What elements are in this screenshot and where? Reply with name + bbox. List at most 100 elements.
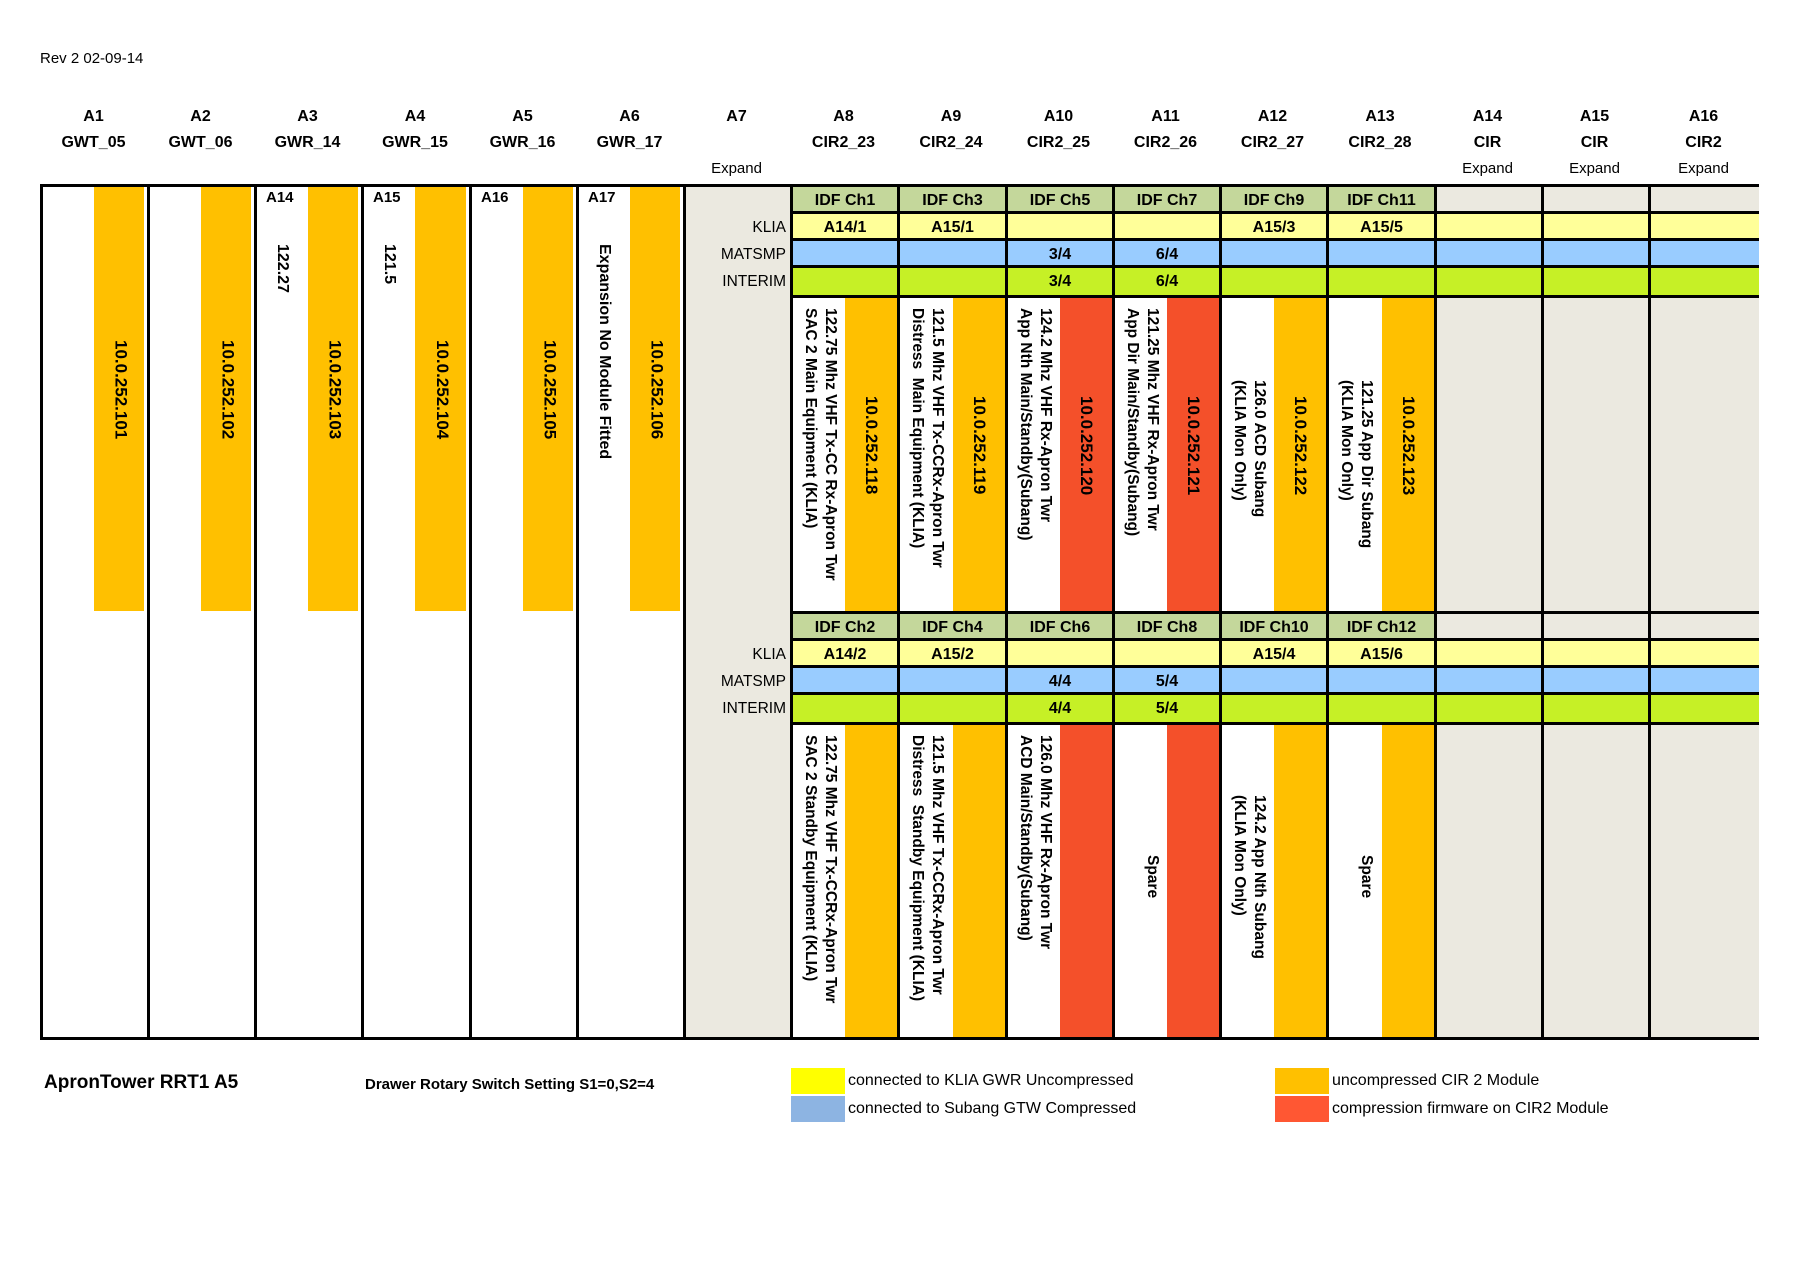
matsmp-value: 4/4 bbox=[1048, 672, 1072, 690]
klia-value: A15/3 bbox=[1252, 218, 1296, 236]
column-id: A13 bbox=[1365, 108, 1395, 125]
cir2-module-bar bbox=[845, 725, 897, 1037]
column-id: A5 bbox=[512, 108, 533, 125]
cir2-module-bar bbox=[1381, 725, 1434, 1037]
matsmp-value bbox=[793, 668, 897, 695]
idf-channel-label: IDF Ch9 bbox=[1222, 187, 1326, 214]
gateway-module-bar bbox=[307, 187, 358, 611]
column-sub bbox=[1327, 156, 1433, 182]
column-id: A10 bbox=[1043, 108, 1074, 125]
cir2-ip: 10.0.252.119 bbox=[969, 396, 989, 495]
column-name: CIR2_24 bbox=[919, 134, 983, 151]
gateway-module-bar bbox=[200, 187, 251, 611]
column-sub bbox=[898, 156, 1004, 182]
matsmp-band bbox=[790, 668, 1759, 695]
column-header-a14: A14 CIR Expand bbox=[1435, 104, 1541, 182]
idf-channel-label: IDF Ch1 bbox=[793, 187, 897, 214]
column-divider bbox=[147, 184, 150, 1040]
column-sub: Expand bbox=[1678, 160, 1729, 177]
column-divider bbox=[361, 184, 364, 1040]
matsmp-value: 6/4 bbox=[1155, 245, 1179, 263]
channel-description: 124.2 Mhz VHF Rx-Apron Twr App Nth Main/… bbox=[1017, 308, 1054, 541]
interim-value: 3/4 bbox=[1048, 272, 1072, 290]
column-header-a9: A9 CIR2_24 bbox=[898, 104, 1004, 182]
column-sub bbox=[148, 156, 254, 182]
column-id: A14 bbox=[1472, 108, 1503, 125]
compressed-module-bar bbox=[1167, 298, 1219, 611]
column-header-a5: A5 GWR_16 bbox=[470, 104, 576, 182]
column-header-a12: A12 CIR2_27 bbox=[1220, 104, 1326, 182]
klia-value: A14/2 bbox=[823, 645, 867, 663]
column-name: CIR2 bbox=[1685, 134, 1722, 151]
channel-description: 121.5 Mhz VHF Tx-CCRx-Apron Twr Distress… bbox=[909, 735, 946, 1002]
column-sub bbox=[1113, 156, 1219, 182]
row-divider bbox=[790, 638, 1759, 641]
klia-value bbox=[1115, 214, 1219, 241]
column-name: CIR2_26 bbox=[1133, 134, 1198, 151]
idf-channel-label: IDF Ch2 bbox=[793, 614, 897, 641]
interim-value bbox=[1222, 268, 1326, 295]
interim-value bbox=[1329, 695, 1434, 722]
idf-channel-label: IDF Ch7 bbox=[1115, 187, 1219, 214]
column-header-a2: A2 GWT_06 bbox=[148, 104, 254, 182]
interim-band bbox=[790, 268, 1759, 295]
column-name: CIR2_25 bbox=[1026, 134, 1091, 151]
column-id: A7 bbox=[726, 108, 747, 125]
channel-description: 122.75 Mhz VHF Tx-CCRx-Apron Twr SAC 2 S… bbox=[802, 735, 839, 1004]
gateway-slot-tag: A14 bbox=[266, 189, 294, 206]
legend-swatch-orange bbox=[1275, 1068, 1329, 1094]
channel-description: 124.2 App Nth Subang (KLIA Mon Only) bbox=[1231, 795, 1268, 959]
cir2-module-bar bbox=[1274, 298, 1326, 611]
column-name: CIR bbox=[1473, 134, 1502, 151]
idf-channel-label: IDF Ch12 bbox=[1329, 614, 1434, 641]
column-divider bbox=[790, 184, 793, 1040]
column-id: A2 bbox=[190, 108, 211, 125]
matsmp-value bbox=[1222, 241, 1326, 268]
column-divider bbox=[1326, 184, 1329, 1040]
column-sub bbox=[470, 156, 576, 182]
column-header-a16: A16 CIR2 Expand bbox=[1651, 104, 1757, 182]
column-name: CIR bbox=[1580, 134, 1609, 151]
revision-label: Rev 2 02-09-14 bbox=[40, 50, 144, 67]
row-label-klia: KLIA bbox=[752, 219, 786, 236]
gateway-ip: 10.0.252.102 bbox=[218, 340, 238, 440]
column-id: A16 bbox=[1688, 108, 1719, 125]
column-divider bbox=[1219, 184, 1222, 1040]
cir2-ip: 10.0.252.121 bbox=[1184, 396, 1203, 496]
row-divider bbox=[790, 665, 1759, 668]
row-label-matsmp: MATSMP bbox=[720, 246, 786, 263]
matsmp-band bbox=[790, 241, 1759, 268]
gateway-module-bar bbox=[629, 187, 680, 611]
column-id: A9 bbox=[940, 108, 962, 125]
klia-band bbox=[790, 214, 1759, 241]
column-sub bbox=[41, 156, 147, 182]
klia-value: A15/6 bbox=[1360, 645, 1403, 663]
gateway-module-bar bbox=[522, 187, 573, 611]
column-header-a7: A7 Expand bbox=[684, 104, 790, 182]
matsmp-value bbox=[900, 668, 1005, 695]
interim-value bbox=[900, 268, 1005, 295]
column-id: A8 bbox=[833, 108, 854, 125]
column-sub bbox=[362, 156, 468, 182]
klia-value: A15/5 bbox=[1360, 218, 1403, 236]
gateway-slot-tag: A17 bbox=[588, 189, 616, 206]
column-sub bbox=[577, 156, 683, 182]
row-label-interim: INTERIM bbox=[722, 273, 786, 290]
gateway-ip: 10.0.252.103 bbox=[325, 340, 345, 440]
matsmp-value: 5/4 bbox=[1155, 672, 1179, 690]
column-name: GWT_05 bbox=[61, 134, 126, 151]
section-divider bbox=[790, 611, 1759, 614]
compressed-module-bar bbox=[1060, 725, 1112, 1037]
column-sub: Expand bbox=[1569, 160, 1620, 177]
matsmp-value bbox=[793, 241, 897, 268]
column-name: CIR2_27 bbox=[1240, 134, 1305, 151]
cir2-module-bar bbox=[1381, 298, 1434, 611]
column-id: A12 bbox=[1257, 108, 1288, 125]
column-divider bbox=[1112, 184, 1115, 1040]
cir2-module-bar bbox=[1274, 725, 1326, 1037]
column-header-a13: A13 CIR2_28 bbox=[1327, 104, 1433, 182]
row-label-interim: INTERIM bbox=[722, 700, 786, 717]
interim-value: 6/4 bbox=[1155, 272, 1179, 290]
matsmp-value bbox=[900, 241, 1005, 268]
cir2-ip: 10.0.252.123 bbox=[1398, 396, 1418, 496]
